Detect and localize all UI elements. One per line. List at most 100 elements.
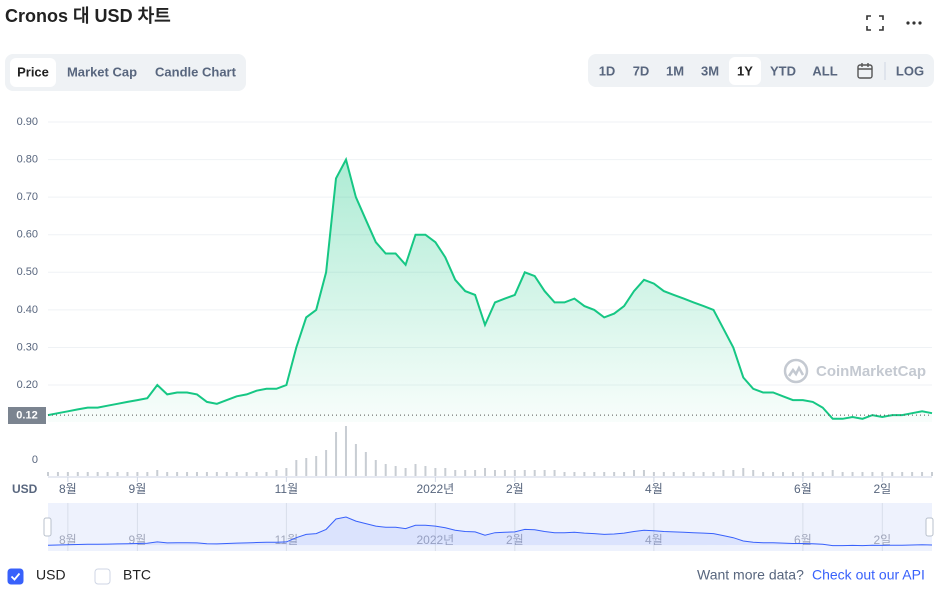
volume-bar — [354, 444, 357, 476]
watermark: CoinMarketCap — [816, 363, 926, 380]
navigator-label: 2월 — [506, 533, 524, 547]
y-tick-label: 0.20 — [17, 379, 38, 391]
navigator-handles[interactable] — [43, 517, 934, 537]
tab-active — [10, 58, 56, 87]
volume-bar — [901, 472, 904, 476]
volume-bar — [791, 472, 794, 476]
volume-bar — [573, 472, 576, 476]
volume-bar — [702, 472, 705, 476]
range-button[interactable]: ALL — [812, 63, 837, 78]
title: Cronos 대 USD 차트 — [5, 6, 171, 26]
volume-bar — [136, 472, 139, 476]
volume-bar — [344, 426, 347, 476]
x-tick-label: 8월 — [59, 482, 77, 496]
volume-bar — [364, 452, 367, 476]
legend-label[interactable]: BTC — [123, 567, 151, 583]
price-area — [48, 159, 932, 422]
range-button[interactable]: 1D — [599, 63, 616, 78]
price-line — [47, 156, 933, 420]
volume-bar — [762, 472, 765, 476]
volume-bar — [434, 468, 437, 476]
volume-bar — [126, 472, 129, 476]
watermark-logo — [783, 358, 809, 384]
volume-bar — [772, 472, 775, 476]
y-tick-label: 0.70 — [17, 191, 38, 203]
y-tick-label: 0.80 — [17, 153, 38, 165]
volume-bar — [503, 470, 506, 476]
volume-bar — [464, 470, 467, 476]
x-tick-label: 6월 — [794, 482, 812, 496]
volume-bar — [871, 472, 874, 476]
volume-bar — [394, 466, 397, 476]
tab[interactable]: Price — [17, 64, 49, 79]
volume-bar — [404, 468, 407, 476]
volume-bar — [891, 472, 894, 476]
y-tick-label: 0.40 — [17, 304, 38, 316]
volume-bar — [821, 472, 824, 476]
volume-bar — [47, 472, 49, 476]
volume-bar — [66, 472, 69, 476]
volume-bar — [613, 472, 616, 476]
volume-bar — [513, 470, 516, 476]
legend-checkbox[interactable] — [94, 568, 111, 585]
x-tick-label: 2022년 — [416, 482, 454, 496]
volume-bar — [801, 472, 804, 476]
volume-bar — [56, 472, 59, 476]
volume-bar — [96, 472, 99, 476]
last-price-label: 0.12 — [16, 409, 37, 421]
log-button[interactable]: LOG — [896, 63, 924, 78]
volume-bar — [911, 472, 914, 476]
x-tick-label: 11월 — [275, 482, 299, 496]
volume-bar — [76, 472, 79, 476]
y-tick-label: 0.50 — [17, 266, 38, 278]
more-icon[interactable] — [906, 21, 922, 25]
fullscreen-icon[interactable] — [866, 15, 884, 31]
range-active — [729, 57, 761, 85]
volume-bar — [752, 470, 755, 476]
range-button[interactable]: 3M — [701, 63, 719, 78]
range-button[interactable]: 7D — [633, 63, 650, 78]
tab[interactable]: Candle Chart — [155, 64, 237, 79]
y-tick-label: 0.30 — [17, 341, 38, 353]
footer-prompt: Want more data? — [697, 567, 804, 583]
volume-bar — [553, 470, 556, 476]
volume-bar — [325, 450, 328, 476]
volume-bar — [543, 470, 546, 476]
x-tick-label: 4월 — [645, 482, 663, 496]
volume-bar — [384, 464, 387, 476]
volume-bar — [414, 464, 417, 476]
x-tick-label: 2일 — [873, 482, 891, 496]
volume-bar — [742, 468, 745, 476]
volume-bar — [265, 472, 268, 476]
calendar-icon[interactable] — [857, 63, 873, 79]
volume-bar — [305, 458, 308, 476]
volume-bar — [662, 472, 665, 476]
range-button[interactable]: 1M — [666, 63, 684, 78]
api-link[interactable]: Check out our API — [812, 567, 925, 583]
legend-checkbox[interactable] — [7, 568, 24, 585]
range-button[interactable]: YTD — [770, 63, 796, 78]
volume-bar — [255, 472, 258, 476]
volume-bar — [176, 472, 179, 476]
range-button[interactable]: 1Y — [737, 63, 753, 78]
tab[interactable]: Market Cap — [67, 64, 137, 79]
volume-bar — [205, 472, 208, 476]
volume-bar — [295, 460, 298, 476]
volume-bar — [235, 472, 238, 476]
volume-bar — [782, 472, 785, 476]
volume-bar — [652, 472, 655, 476]
volume-bar — [166, 472, 169, 476]
y-tick-label: 0.90 — [17, 116, 38, 128]
legend-label[interactable]: USD — [36, 567, 66, 583]
navigator-label: 8월 — [59, 533, 77, 547]
volume-bar — [881, 472, 884, 476]
volume-bar — [722, 470, 725, 476]
volume-bar — [186, 472, 189, 476]
volume-bar — [335, 432, 338, 476]
volume-bar — [245, 472, 248, 476]
x-tick-label: 2월 — [506, 482, 524, 496]
y-tick-label: 0.60 — [17, 229, 38, 241]
volume-bar — [86, 472, 89, 476]
volume-bar — [732, 470, 735, 476]
